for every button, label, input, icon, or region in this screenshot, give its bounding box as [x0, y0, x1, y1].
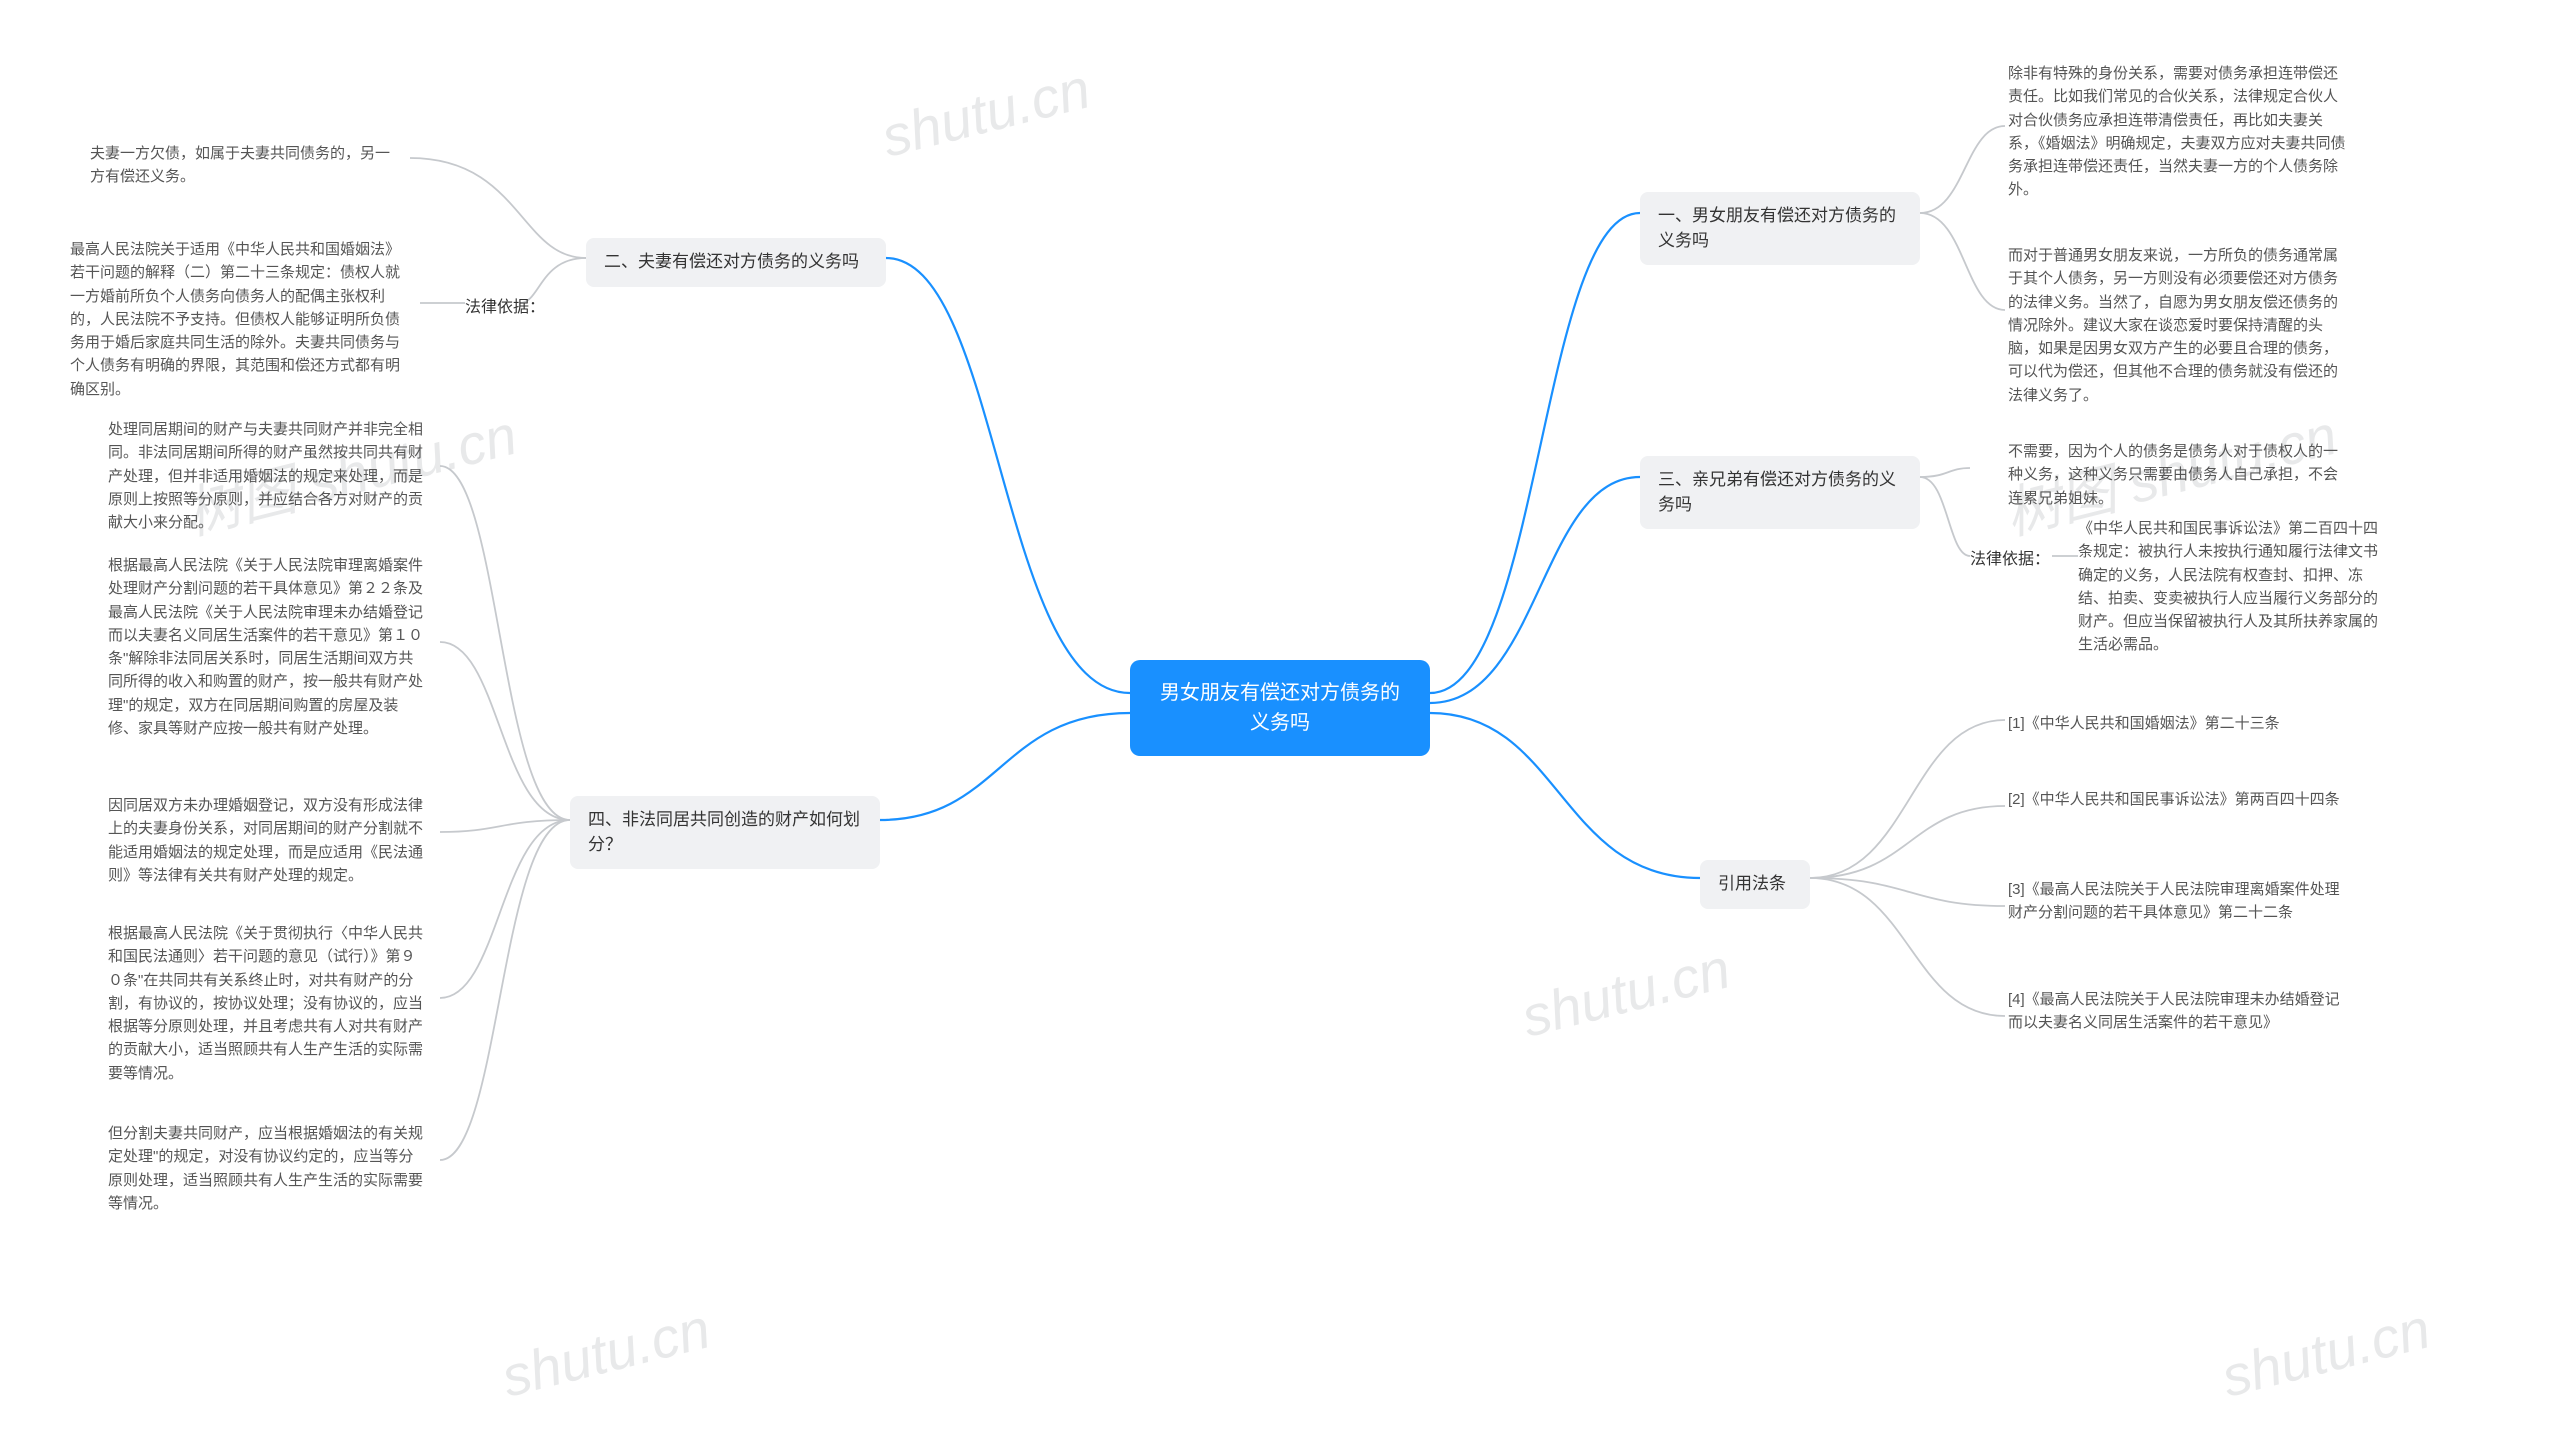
topic-2[interactable]: 二、夫妻有偿还对方债务的义务吗: [586, 238, 886, 287]
leaf-t2b: 最高人民法院关于适用《中华人民共和国婚姻法》若干问题的解释（二）第二十三条规定：…: [70, 236, 410, 403]
leaf-t4e: 但分割夫妻共同财产，应当根据婚姻法的有关规定处理"的规定，对没有协议约定的，应当…: [108, 1120, 428, 1217]
leaf-t5d: [4]《最高人民法院关于人民法院审理未办结婚登记而以夫妻名义同居生活案件的若干意…: [2008, 986, 2348, 1037]
leaf-t1a: 除非有特殊的身份关系，需要对债务承担连带偿还责任。比如我们常见的合伙关系，法律规…: [2008, 60, 2348, 204]
leaf-t3a: 不需要，因为个人的债务是债务人对于债权人的一种义务，这种义务只需要由债务人自己承…: [2008, 438, 2348, 512]
leaf-t2b-label: 法律依据：: [465, 294, 575, 322]
leaf-t3b: 《中华人民共和国民事诉讼法》第二百四十四条规定：被执行人未按执行通知履行法律文书…: [2078, 515, 2388, 659]
topic-4[interactable]: 四、非法同居共同创造的财产如何划分？: [570, 796, 880, 869]
leaf-t2a: 夫妻一方欠债，如属于夫妻共同债务的，另一方有偿还义务。: [90, 140, 400, 191]
watermark: shutu.cn: [875, 55, 1096, 169]
center-node[interactable]: 男女朋友有偿还对方债务的义务吗: [1130, 660, 1430, 756]
watermark: shutu.cn: [1515, 935, 1736, 1049]
leaf-t4c: 因同居双方未办理婚姻登记，双方没有形成法律上的夫妻身份关系，对同居期间的财产分割…: [108, 792, 428, 889]
leaf-t5c: [3]《最高人民法院关于人民法院审理离婚案件处理财产分割问题的若干具体意见》第二…: [2008, 876, 2348, 927]
watermark: shutu.cn: [495, 1295, 716, 1409]
leaf-t5a: [1]《中华人民共和国婚姻法》第二十三条: [2008, 710, 2348, 737]
leaf-t4b: 根据最高人民法院《关于人民法院审理离婚案件处理财产分割问题的若干具体意见》第２２…: [108, 552, 428, 742]
topic-3[interactable]: 三、亲兄弟有偿还对方债务的义务吗: [1640, 456, 1920, 529]
topic-1[interactable]: 一、男女朋友有偿还对方债务的义务吗: [1640, 192, 1920, 265]
watermark: shutu.cn: [2215, 1295, 2436, 1409]
leaf-t3b-label: 法律依据：: [1970, 546, 2080, 574]
leaf-t1b: 而对于普通男女朋友来说，一方所负的债务通常属于其个人债务，另一方则没有必须要偿还…: [2008, 242, 2348, 409]
leaf-t4d: 根据最高人民法院《关于贯彻执行〈中华人民共和国民法通则〉若干问题的意见（试行）》…: [108, 920, 428, 1087]
mindmap-canvas: { "type": "mindmap", "background_color":…: [0, 0, 2560, 1438]
leaf-t4a: 处理同居期间的财产与夫妻共同财产并非完全相同。非法同居期间所得的财产虽然按共同共…: [108, 416, 428, 536]
topic-5[interactable]: 引用法条: [1700, 860, 1810, 909]
leaf-t5b: [2]《中华人民共和国民事诉讼法》第两百四十四条: [2008, 786, 2348, 813]
